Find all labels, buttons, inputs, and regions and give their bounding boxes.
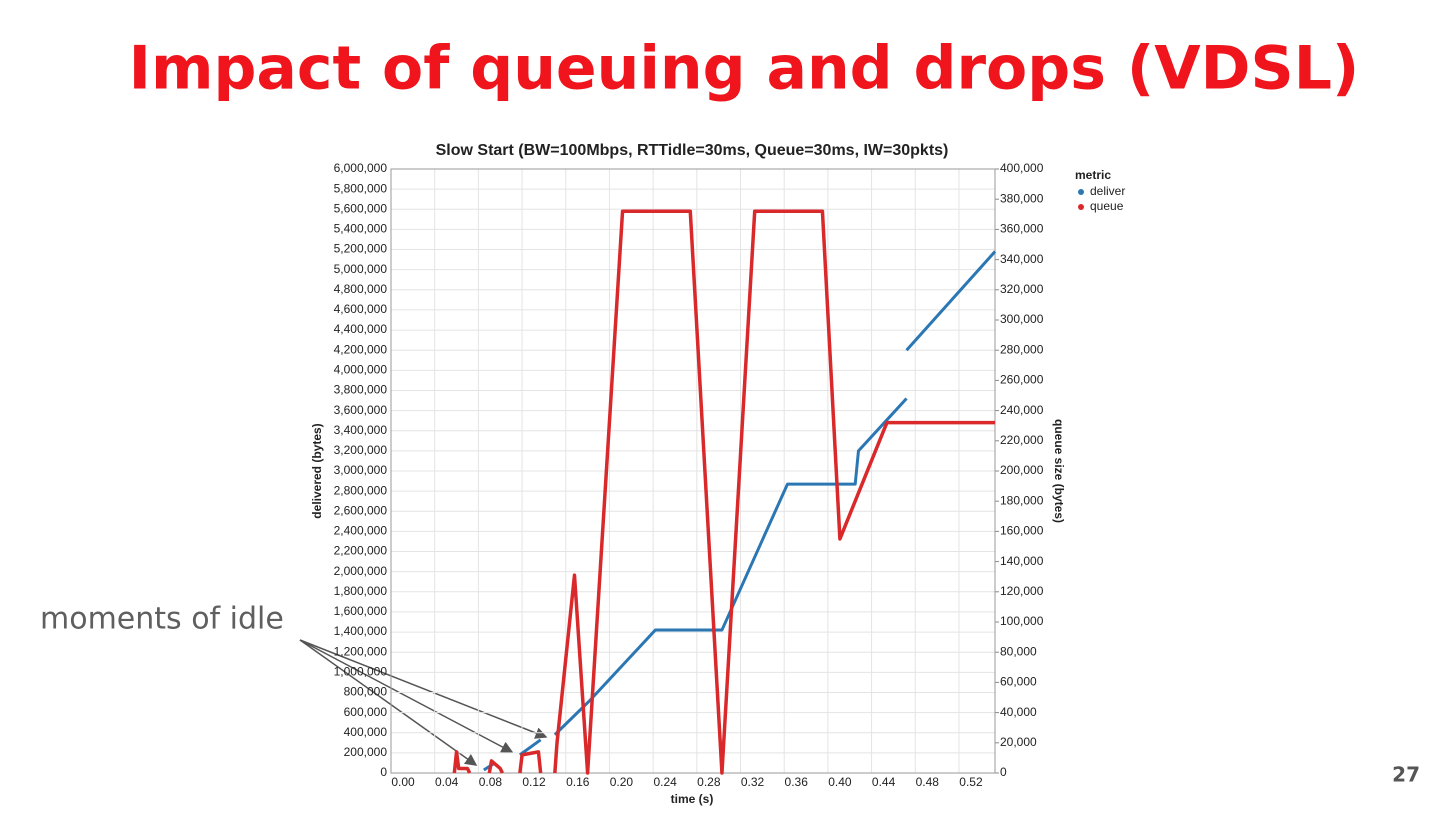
legend-label: queue (1090, 199, 1124, 213)
y2-tick-label: 180,000 (1000, 493, 1044, 507)
y-tick-label: 400,000 (344, 725, 388, 739)
y2-tick-label: 260,000 (1000, 373, 1044, 387)
y2-tick-label: 160,000 (1000, 524, 1044, 538)
y-tick-label: 2,600,000 (334, 503, 388, 517)
y-tick-label: 4,800,000 (334, 282, 388, 296)
legend-label: deliver (1090, 184, 1125, 198)
y-tick-label: 1,400,000 (334, 624, 388, 638)
y2-tick-label: 400,000 (1000, 161, 1044, 175)
x-tick-label: 0.16 (566, 775, 590, 789)
y-tick-label: 3,200,000 (334, 443, 388, 457)
arrow (299, 639, 548, 739)
x-tick-label: 0.52 (959, 775, 983, 789)
y-tick-label: 2,800,000 (334, 483, 388, 497)
y2-axis-label: queue size (bytes) (1052, 419, 1066, 523)
y2-tick-label: 40,000 (1000, 705, 1037, 719)
y-tick-label: 4,400,000 (334, 322, 388, 336)
y-tick-label: 0 (380, 765, 387, 779)
y-tick-label: 1,000,000 (334, 665, 388, 679)
y2-tick-label: 340,000 (1000, 252, 1044, 266)
y-tick-label: 2,400,000 (334, 524, 388, 538)
y2-tick-label: 140,000 (1000, 554, 1044, 568)
y-tick-label: 3,400,000 (334, 423, 388, 437)
y2-tick-label: 280,000 (1000, 342, 1044, 356)
x-axis-label: time (s) (671, 792, 714, 806)
y2-tick-label: 320,000 (1000, 282, 1044, 296)
y-tick-label: 2,200,000 (334, 544, 388, 558)
y-tick-label: 5,800,000 (334, 181, 388, 195)
y-tick-label: 3,000,000 (334, 463, 388, 477)
slide-title: Impact of queuing and drops (VDSL) (129, 34, 1360, 104)
x-tick-label: 0.12 (522, 775, 546, 789)
plot-frame (390, 168, 996, 774)
y-tick-label: 5,600,000 (334, 201, 388, 215)
arrow (299, 639, 478, 766)
arrow (299, 639, 514, 753)
y-tick-label: 800,000 (344, 685, 388, 699)
series-line (452, 209, 995, 775)
annotation-arrows (299, 639, 548, 766)
y2-tick-label: 240,000 (1000, 403, 1044, 417)
y-tick-label: 5,000,000 (334, 262, 388, 276)
x-tick-label: 0.04 (435, 775, 459, 789)
x-tick-label: 0.28 (697, 775, 721, 789)
y-tick-label: 4,000,000 (334, 363, 388, 377)
y2-tick-label: 300,000 (1000, 312, 1044, 326)
y-tick-label: 3,600,000 (334, 403, 388, 417)
chart-title: Slow Start (BW=100Mbps, RTTidle=30ms, Qu… (436, 142, 949, 159)
y-tick-label: 5,400,000 (334, 222, 388, 236)
y-tick-label: 1,800,000 (334, 584, 388, 598)
x-tick-label: 0.48 (916, 775, 940, 789)
page-number: 27 (1392, 763, 1420, 787)
y-tick-label: 1,200,000 (334, 644, 388, 658)
y2-tick-label: 100,000 (1000, 614, 1044, 628)
y-tick-label: 200,000 (344, 745, 388, 759)
y-axis-label: delivered (bytes) (310, 423, 324, 518)
y2-tick-label: 200,000 (1000, 463, 1044, 477)
y2-tick-label: 360,000 (1000, 222, 1044, 236)
y-tick-label: 4,200,000 (334, 342, 388, 356)
y2-tick-label: 60,000 (1000, 675, 1037, 689)
y2-tick-label: 220,000 (1000, 433, 1044, 447)
y-tick-label: 6,000,000 (334, 161, 388, 175)
legend-title: metric (1075, 168, 1111, 182)
y2-tick-label: 120,000 (1000, 584, 1044, 598)
y-tick-label: 4,600,000 (334, 302, 388, 316)
y2-tick-label: 20,000 (1000, 735, 1037, 749)
y-tick-label: 600,000 (344, 705, 388, 719)
x-tick-label: 0.24 (653, 775, 677, 789)
y-tick-label: 2,000,000 (334, 564, 388, 578)
x-tick-label: 0.00 (391, 775, 415, 789)
x-tick-label: 0.44 (872, 775, 896, 789)
y-tick-label: 3,800,000 (334, 383, 388, 397)
x-tick-label: 0.36 (785, 775, 809, 789)
y-tick-label: 1,600,000 (334, 604, 388, 618)
y2-tick-label: 380,000 (1000, 191, 1044, 205)
annotation: moments of idle (40, 602, 284, 637)
y2-tick-label: 0 (1000, 765, 1007, 779)
x-tick-label: 0.08 (479, 775, 503, 789)
x-tick-label: 0.20 (610, 775, 634, 789)
y2-tick-label: 80,000 (1000, 644, 1037, 658)
legend-swatch (1078, 189, 1084, 195)
x-tick-label: 0.40 (828, 775, 852, 789)
y-tick-label: 5,200,000 (334, 242, 388, 256)
legend-swatch (1078, 204, 1084, 210)
x-tick-label: 0.32 (741, 775, 765, 789)
